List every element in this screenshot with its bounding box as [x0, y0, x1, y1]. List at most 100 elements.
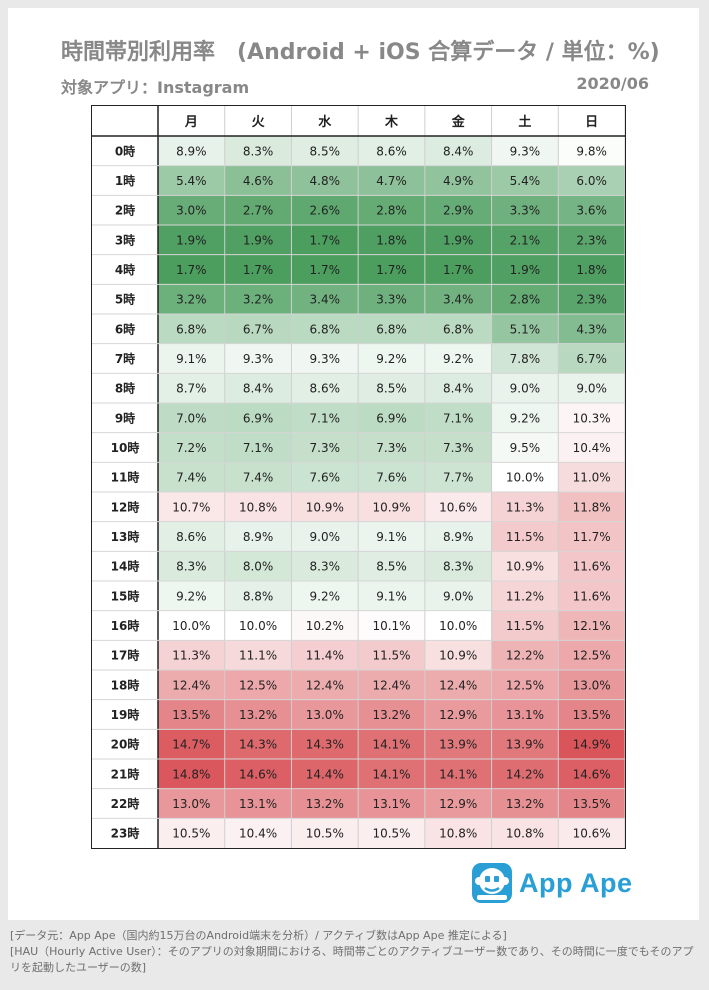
heat-cell-label: 4.3%	[576, 322, 607, 336]
heat-cell-label: 13.0%	[172, 797, 210, 811]
heat-cell	[158, 788, 225, 819]
row-header: 17時	[111, 648, 140, 663]
heat-cell	[358, 581, 425, 611]
heat-cell	[491, 699, 559, 730]
heat-cell-label: 1.7%	[443, 263, 474, 277]
heat-cell-label: 1.7%	[376, 263, 407, 277]
heat-cell-label: 9.2%	[376, 352, 407, 366]
heat-cell	[491, 492, 559, 522]
heat-cell-label: 8.4%	[443, 144, 474, 158]
heat-cell-label: 8.3%	[310, 560, 341, 574]
heat-cell	[424, 492, 492, 522]
heat-cell	[291, 284, 359, 314]
heat-cell	[558, 670, 625, 700]
heat-cell	[224, 610, 292, 641]
heat-cell-label: 11.5%	[372, 649, 410, 663]
heat-cell	[424, 254, 492, 285]
heat-cell	[424, 818, 492, 848]
heatmap-svg: 月 火 水 木 金 土 日 0時 8.9% 8.3% 8.5% 8.6% 8.4% 9.3% 9.8% 1時 5…	[92, 106, 625, 848]
heat-cell-label: 13.5%	[573, 797, 611, 811]
column-header: 土	[518, 114, 531, 130]
heat-cell-label: 3.6%	[576, 204, 607, 218]
heat-cell-label: 11.6%	[573, 589, 611, 603]
heat-cell-label: 4.8%	[310, 174, 341, 188]
heat-cell	[224, 729, 292, 759]
heat-cell	[491, 225, 559, 255]
heat-cell	[491, 403, 559, 433]
heat-cell-label: 4.9%	[443, 174, 474, 188]
heat-cell-label: 2.8%	[510, 293, 541, 307]
heat-cell-label: 12.9%	[439, 708, 477, 722]
heat-cell-label: 7.6%	[310, 471, 341, 485]
heat-cell	[224, 343, 292, 374]
heat-cell-label: 1.7%	[310, 263, 341, 277]
heat-cell-label: 5.4%	[510, 174, 541, 188]
heat-cell-label: 10.8%	[239, 500, 277, 514]
row-header: 2時	[115, 203, 135, 218]
heat-cell-label: 13.9%	[506, 738, 544, 752]
heat-cell-label: 7.0%	[176, 411, 207, 425]
heat-cell	[358, 254, 425, 285]
heat-cell-label: 11.3%	[172, 649, 210, 663]
heat-cell	[424, 759, 492, 789]
heat-cell-label: 7.1%	[310, 411, 341, 425]
heat-cell	[358, 521, 425, 552]
heat-cell	[424, 195, 492, 225]
heat-cell-label: 14.1%	[372, 767, 410, 781]
heat-cell-label: 12.9%	[439, 797, 477, 811]
heat-cell-label: 10.1%	[372, 619, 410, 633]
heat-cell-label: 10.9%	[439, 649, 477, 663]
heat-cell-label: 13.0%	[573, 678, 611, 692]
heat-cell-label: 5.4%	[176, 174, 207, 188]
heat-cell	[491, 670, 559, 700]
heat-cell	[158, 432, 225, 463]
heat-cell-label: 9.1%	[376, 589, 407, 603]
heat-cell	[491, 521, 559, 552]
heat-cell	[291, 759, 359, 789]
heat-cell-label: 11.7%	[573, 530, 611, 544]
heat-cell	[158, 254, 225, 285]
heat-cell-label: 7.8%	[510, 352, 541, 366]
heat-cell-label: 1.8%	[376, 233, 407, 247]
heat-cell	[224, 314, 292, 344]
heat-cell-label: 13.1%	[239, 797, 277, 811]
heat-cell-label: 11.5%	[506, 619, 544, 633]
heat-cell-label: 8.4%	[443, 382, 474, 396]
heat-cell-label: 10.7%	[172, 500, 210, 514]
heat-cell-label: 10.3%	[573, 411, 611, 425]
heat-cell-label: 14.6%	[573, 767, 611, 781]
heat-cell-label: 14.2%	[506, 767, 544, 781]
row-header: 12時	[111, 499, 140, 514]
heat-cell	[291, 314, 359, 344]
heat-cell	[424, 373, 492, 403]
heat-cell	[358, 729, 425, 759]
heat-cell	[558, 343, 625, 374]
heat-cell	[491, 432, 559, 463]
app-ape-monkey-icon	[472, 863, 512, 903]
heat-cell-label: 2.3%	[576, 233, 607, 247]
heat-cell	[491, 729, 559, 759]
chart-card: 時間帯別利用率 (Android + iOS 合算データ / 単位：%) 対象ア…	[8, 8, 699, 920]
column-header: 火	[252, 115, 266, 130]
heat-cell-label: 3.3%	[376, 293, 407, 307]
heat-cell-label: 14.8%	[172, 767, 210, 781]
heat-cell	[291, 225, 359, 255]
heat-cell-label: 10.0%	[439, 619, 477, 633]
row-header: 6時	[115, 321, 135, 336]
heat-cell	[158, 314, 225, 344]
heat-cell	[424, 581, 492, 611]
heat-cell	[558, 610, 625, 641]
heat-cell-label: 9.3%	[310, 352, 341, 366]
heat-cell-label: 10.0%	[239, 619, 277, 633]
heat-cell	[224, 492, 292, 522]
heat-cell-label: 9.2%	[310, 589, 341, 603]
heat-cell-label: 4.7%	[376, 174, 407, 188]
heat-cell-label: 9.5%	[510, 441, 541, 455]
heat-cell-label: 6.8%	[376, 322, 407, 336]
heat-cell-label: 6.9%	[376, 411, 407, 425]
heat-cell	[491, 640, 559, 670]
footer-hau-note: [HAU（Hourly Active User）：そのアプリの対象期間における、…	[10, 945, 694, 974]
heat-cell	[424, 432, 492, 463]
heat-cell-label: 7.3%	[310, 441, 341, 455]
heat-cell-label: 2.7%	[243, 204, 273, 218]
